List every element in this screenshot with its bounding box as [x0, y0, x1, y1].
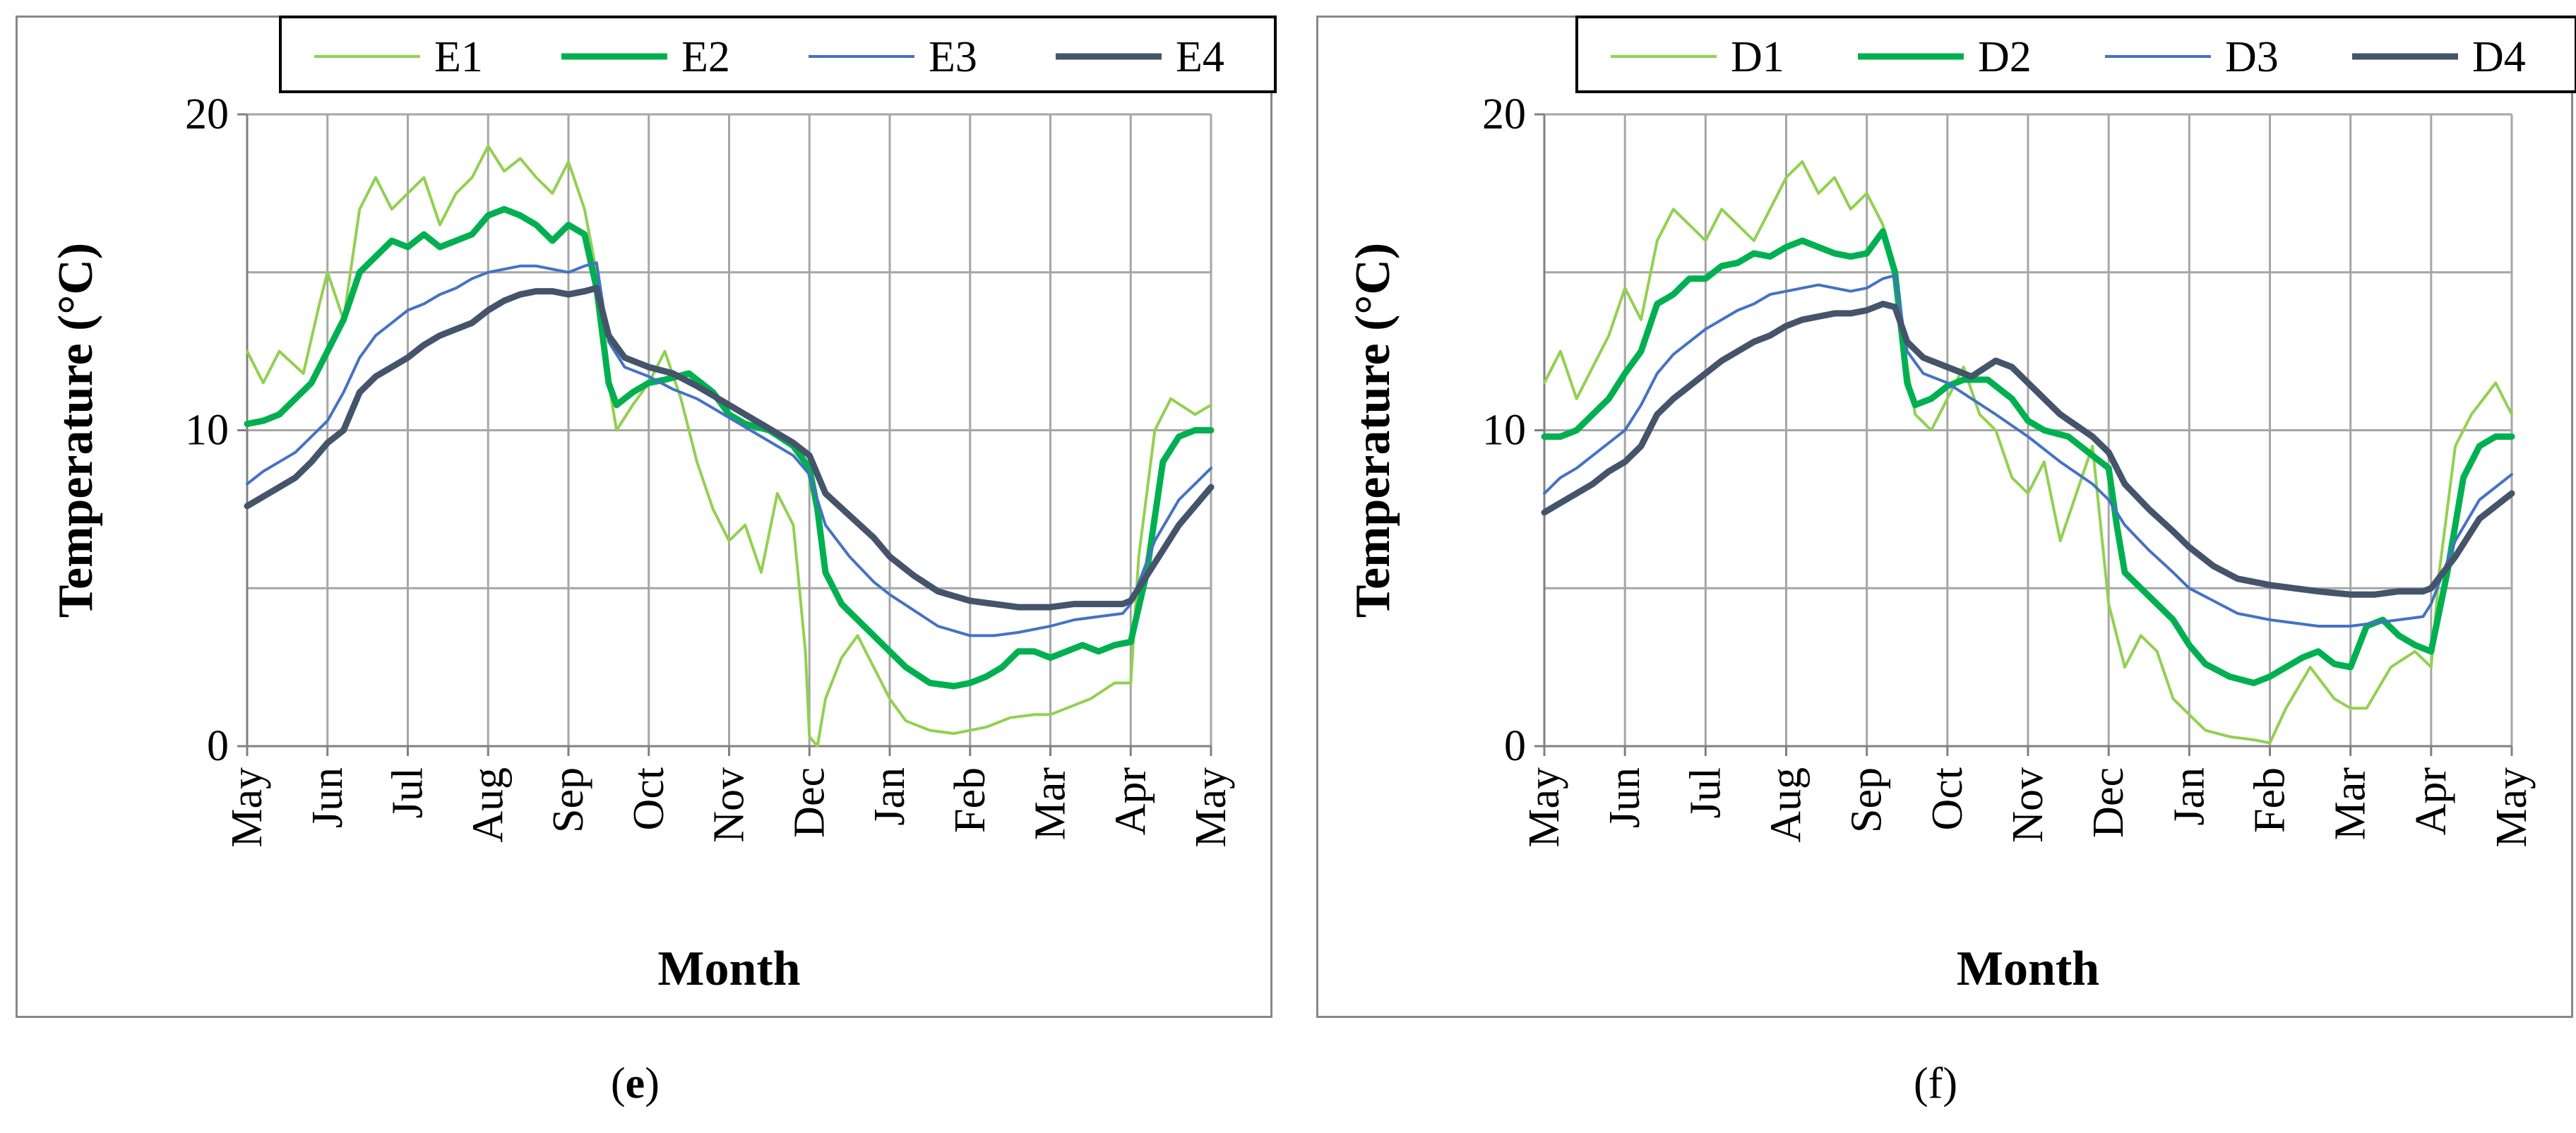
x-tick-label: Feb — [946, 767, 994, 833]
legend-label-D3: D3 — [2225, 33, 2279, 81]
x-tick-label: Feb — [2246, 767, 2294, 833]
x-tick-label: Jun — [304, 767, 352, 828]
chart-svg-e: 0 10 20 May Jun Jul Aug Sep Oct Nov Dec Jan Feb Mar Ap… — [49, 33, 1235, 996]
y-tick-label: 10 — [185, 407, 229, 455]
x-tick-label: Sep — [1843, 767, 1891, 833]
x-tick-label: Apr — [1107, 767, 1155, 836]
x-tick-label: Nov — [705, 767, 753, 843]
x-tick-label: Nov — [2004, 767, 2052, 843]
x-tick-label: Oct — [625, 767, 673, 831]
x-tick-label: Aug — [464, 767, 512, 843]
x-tick-label: Aug — [1763, 767, 1811, 843]
caption-e: (e) — [611, 1060, 660, 1108]
x-tick-label: Dec — [785, 767, 833, 838]
x-axis-title: Month — [1957, 942, 2099, 996]
x-tick-label: Dec — [2085, 767, 2133, 838]
chart-panel-e: 0 10 20 May Jun Jul Aug Sep Oct Nov Dec Jan Feb Mar Ap… — [16, 16, 1277, 1018]
x-tick-label: Jan — [866, 767, 914, 826]
x-tick-label: Oct — [1924, 767, 1972, 831]
legend-label-D2: D2 — [1978, 33, 2032, 81]
y-tick-label: 0 — [207, 722, 229, 770]
legend-label-E3: E3 — [929, 33, 977, 81]
chart-svg-f: 0 10 20 May Jun Jul Aug Sep Oct Nov Dec Jan Feb Mar Ap… — [1346, 33, 2536, 996]
x-tick-label: Mar — [1027, 767, 1075, 841]
x-axis-title: Month — [657, 942, 800, 996]
x-tick-label: May — [1187, 767, 1235, 848]
x-tick-label: Apr — [2407, 767, 2455, 836]
x-tick-label: Jul — [384, 767, 432, 818]
x-tick-label: Mar — [2327, 767, 2375, 841]
series-line-E4 — [244, 284, 1215, 611]
x-tick-label: Jan — [2165, 767, 2213, 826]
series-line-D4 — [1541, 301, 2515, 598]
legend-label-D4: D4 — [2472, 33, 2526, 81]
y-tick-label: 0 — [1504, 722, 1526, 770]
y-tick-label: 10 — [1482, 407, 1526, 455]
legend-label-D1: D1 — [1731, 33, 1784, 81]
y-axis-title: Temperature (°C) — [49, 243, 103, 618]
x-tick-label: Jun — [1601, 767, 1649, 828]
series-line-E3 — [246, 261, 1212, 637]
y-axis-title: Temperature (°C) — [1346, 243, 1400, 618]
legend-label-E4: E4 — [1176, 33, 1224, 81]
series-line-E1 — [246, 144, 1212, 748]
legend-label-E1: E1 — [434, 33, 483, 81]
x-tick-label: May — [223, 767, 271, 848]
x-tick-label: May — [1520, 767, 1568, 848]
caption-f: (f) — [1914, 1060, 1957, 1108]
y-tick-label: 20 — [1482, 90, 1526, 138]
x-tick-label: May — [2488, 767, 2536, 848]
series-line-D1 — [1543, 160, 2513, 745]
x-tick-label: Sep — [544, 767, 592, 833]
chart-panel-f: 0 10 20 May Jun Jul Aug Sep Oct Nov Dec Jan Feb Mar Ap… — [1316, 16, 2576, 1018]
series-line-D3 — [1543, 274, 2513, 628]
x-tick-label: Jul — [1681, 767, 1729, 818]
legend-label-E2: E2 — [681, 33, 730, 81]
series-line-D2 — [1541, 228, 2515, 686]
y-tick-label: 20 — [185, 90, 229, 138]
